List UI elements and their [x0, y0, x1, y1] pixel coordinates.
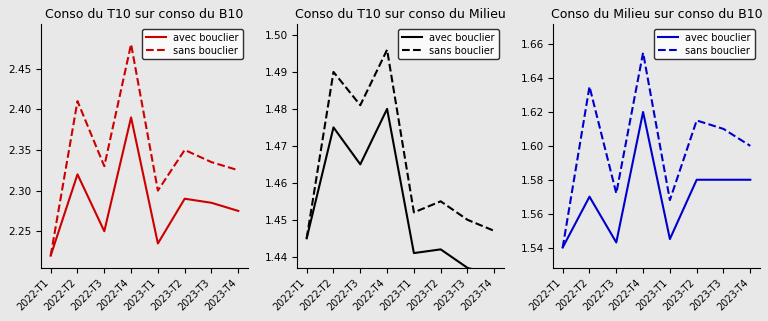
avec bouclier: [127, 116, 136, 119]
avec bouclier: [356, 162, 365, 166]
sans bouclier: [329, 70, 338, 74]
sans bouclier: [382, 48, 392, 52]
avec bouclier: [302, 236, 311, 240]
avec bouclier: [382, 107, 392, 111]
avec bouclier: [692, 178, 701, 182]
Legend: avec bouclier, sans bouclier: avec bouclier, sans bouclier: [142, 29, 243, 59]
avec bouclier: [558, 246, 568, 249]
avec bouclier: [409, 251, 419, 255]
avec bouclier: [665, 237, 674, 241]
avec bouclier: [46, 254, 55, 257]
avec bouclier: [100, 229, 109, 233]
sans bouclier: [302, 236, 311, 240]
avec bouclier: [180, 197, 189, 201]
sans bouclier: [585, 85, 594, 89]
sans bouclier: [100, 164, 109, 168]
sans bouclier: [46, 254, 55, 257]
sans bouclier: [73, 99, 82, 103]
avec bouclier: [329, 126, 338, 129]
Line: sans bouclier: sans bouclier: [51, 44, 238, 256]
sans bouclier: [490, 229, 499, 233]
avec bouclier: [746, 178, 755, 182]
sans bouclier: [558, 246, 568, 249]
sans bouclier: [611, 191, 621, 195]
avec bouclier: [154, 241, 163, 245]
Title: Conso du T10 sur conso du B10: Conso du T10 sur conso du B10: [45, 8, 243, 21]
sans bouclier: [127, 42, 136, 46]
avec bouclier: [73, 172, 82, 176]
sans bouclier: [692, 118, 701, 122]
avec bouclier: [463, 266, 472, 270]
sans bouclier: [436, 199, 445, 203]
Line: sans bouclier: sans bouclier: [306, 50, 495, 238]
avec bouclier: [207, 201, 216, 205]
Line: sans bouclier: sans bouclier: [563, 53, 750, 247]
Line: avec bouclier: avec bouclier: [306, 109, 495, 275]
Legend: avec bouclier, sans bouclier: avec bouclier, sans bouclier: [654, 29, 755, 59]
sans bouclier: [207, 160, 216, 164]
Legend: avec bouclier, sans bouclier: avec bouclier, sans bouclier: [399, 29, 498, 59]
Line: avec bouclier: avec bouclier: [51, 117, 238, 256]
sans bouclier: [638, 51, 647, 55]
avec bouclier: [611, 240, 621, 244]
avec bouclier: [490, 273, 499, 277]
avec bouclier: [638, 110, 647, 114]
sans bouclier: [463, 218, 472, 222]
sans bouclier: [746, 144, 755, 148]
sans bouclier: [356, 103, 365, 107]
avec bouclier: [719, 178, 728, 182]
avec bouclier: [585, 195, 594, 199]
Title: Conso du T10 sur conso du Milieu: Conso du T10 sur conso du Milieu: [295, 8, 506, 21]
sans bouclier: [233, 168, 243, 172]
Line: avec bouclier: avec bouclier: [563, 112, 750, 247]
sans bouclier: [665, 198, 674, 202]
sans bouclier: [409, 211, 419, 214]
sans bouclier: [154, 189, 163, 193]
avec bouclier: [233, 209, 243, 213]
avec bouclier: [436, 247, 445, 251]
sans bouclier: [719, 127, 728, 131]
sans bouclier: [180, 148, 189, 152]
Title: Conso du Milieu sur conso du B10: Conso du Milieu sur conso du B10: [551, 8, 763, 21]
